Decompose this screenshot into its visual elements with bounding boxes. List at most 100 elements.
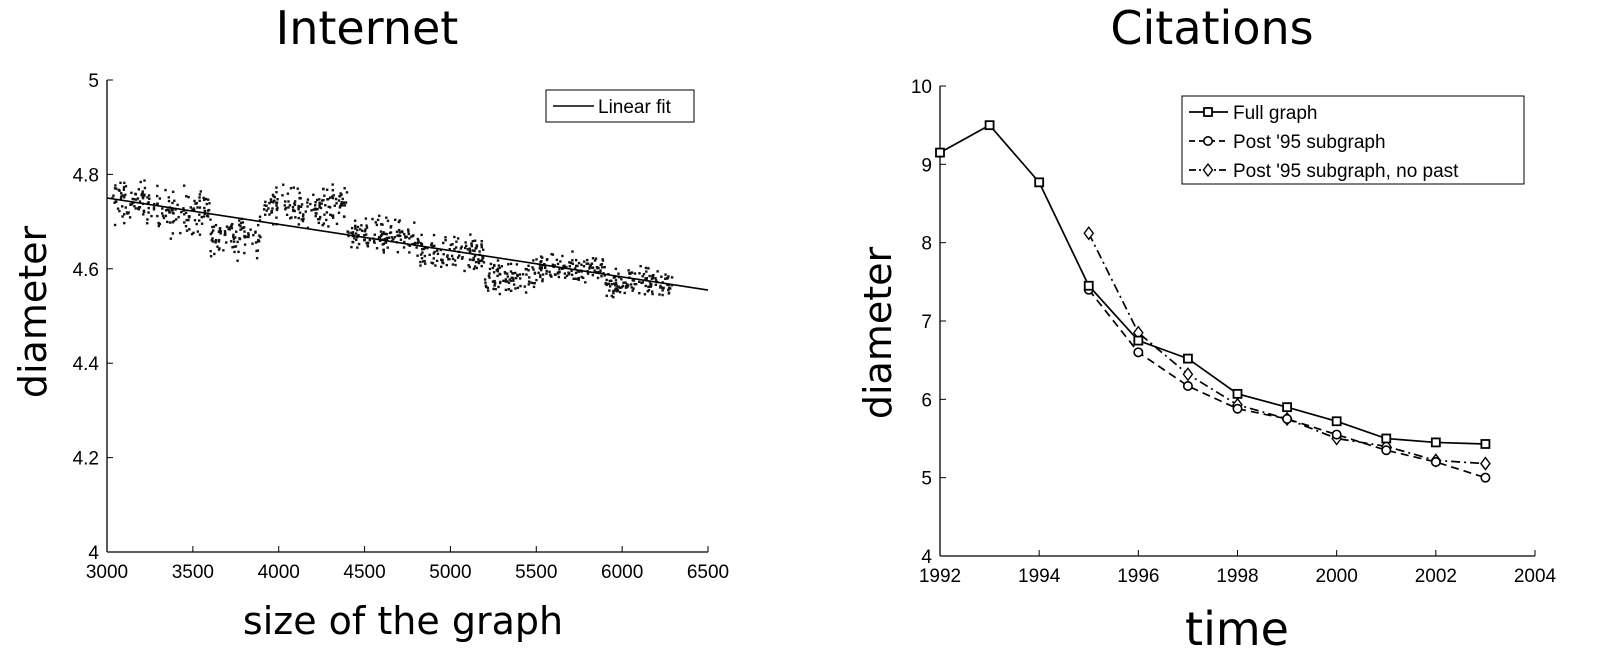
scatter-point (121, 215, 124, 218)
scatter-point (146, 196, 149, 199)
citations-axes (939, 85, 1536, 557)
legend-square-marker (1203, 107, 1213, 117)
scatter-point (442, 253, 445, 256)
scatter-point (651, 276, 655, 280)
scatter-point (638, 280, 641, 284)
scatter-point (486, 286, 490, 290)
internet-x-tick-label: 5500 (515, 562, 557, 583)
scatter-point (161, 214, 165, 218)
internet-y-tick-label: 4.6 (73, 260, 99, 281)
scatter-point (150, 214, 153, 218)
scatter-point (538, 267, 542, 270)
scatter-point (601, 266, 604, 269)
scatter-point (306, 226, 310, 230)
scatter-point (316, 198, 319, 202)
scatter-point (593, 269, 596, 272)
scatter-point (496, 274, 499, 278)
scatter-point (375, 247, 379, 250)
scatter-point (354, 224, 357, 228)
scatter-point (366, 241, 370, 245)
scatter-point (198, 213, 201, 216)
scatter-point (328, 206, 332, 209)
scatter-point (533, 272, 537, 275)
scatter-point (461, 256, 464, 259)
scatter-point (385, 216, 388, 219)
scatter-point (185, 218, 188, 222)
scatter-point (395, 230, 399, 233)
circle-marker (1331, 429, 1342, 440)
scatter-point (167, 196, 170, 199)
scatter-point (518, 277, 522, 280)
scatter-point (136, 197, 140, 200)
scatter-point (120, 195, 123, 198)
scatter-point (137, 188, 141, 191)
citations-y-tick-label: 8 (921, 234, 932, 255)
scatter-point (334, 197, 338, 201)
scatter-point (507, 281, 511, 285)
scatter-point (171, 208, 174, 212)
scatter-point (123, 181, 126, 185)
scatter-point (134, 207, 137, 210)
scatter-point (594, 257, 598, 260)
scatter-point (167, 199, 171, 203)
citations-legend: Full graph Post '95 subgraph Post '95 subg… (1181, 95, 1525, 185)
scatter-point (169, 237, 173, 240)
diamond-marker (1182, 367, 1194, 382)
scatter-point (138, 206, 141, 209)
legend-circle-marker (1203, 136, 1214, 147)
scatter-point (493, 281, 497, 284)
scatter-point (325, 218, 328, 222)
scatter-point (231, 246, 234, 249)
internet-axes (106, 79, 709, 553)
scatter-point (134, 193, 138, 196)
scatter-point (381, 243, 384, 246)
scatter-point (209, 218, 212, 221)
scatter-point (446, 255, 449, 258)
scatter-point (491, 266, 495, 270)
scatter-point (243, 251, 246, 255)
scatter-point (196, 206, 199, 209)
scatter-point (141, 195, 144, 198)
scatter-point (264, 200, 267, 204)
scatter-point (608, 289, 611, 292)
square-marker (1083, 280, 1094, 291)
scatter-point (343, 187, 346, 190)
scatter-point (487, 274, 491, 278)
scatter-point (167, 208, 170, 212)
scatter-point (197, 219, 201, 222)
scatter-point (554, 273, 557, 276)
scatter-point (527, 264, 530, 267)
scatter-point (113, 223, 117, 227)
scatter-point (183, 221, 186, 224)
scatter-point (156, 214, 159, 218)
scatter-point (333, 204, 336, 207)
scatter-point (232, 240, 236, 243)
scatter-point (164, 209, 168, 212)
scatter-point (416, 237, 420, 241)
scatter-point (256, 249, 260, 252)
scatter-point (263, 204, 266, 207)
scatter-point (603, 265, 606, 269)
square-marker (1331, 416, 1342, 427)
scatter-point (471, 249, 474, 252)
scatter-point (258, 234, 261, 237)
internet-legend-label: Linear fit (598, 97, 672, 118)
scatter-point (440, 258, 443, 261)
scatter-point (402, 232, 406, 236)
scatter-point (435, 259, 439, 263)
scatter-point (387, 236, 391, 239)
scatter-point (454, 246, 458, 249)
scatter-point (478, 259, 481, 263)
scatter-point (654, 276, 657, 280)
scatter-point (581, 276, 585, 280)
scatter-point (649, 285, 652, 288)
scatter-point (502, 279, 505, 283)
scatter-point (238, 237, 242, 241)
scatter-point (527, 269, 530, 272)
scatter-point (564, 276, 567, 279)
legend-diamond-marker (1202, 162, 1214, 178)
scatter-point (119, 197, 123, 200)
scatter-point (330, 195, 334, 198)
scatter-point (331, 183, 334, 186)
scatter-point (152, 208, 156, 211)
